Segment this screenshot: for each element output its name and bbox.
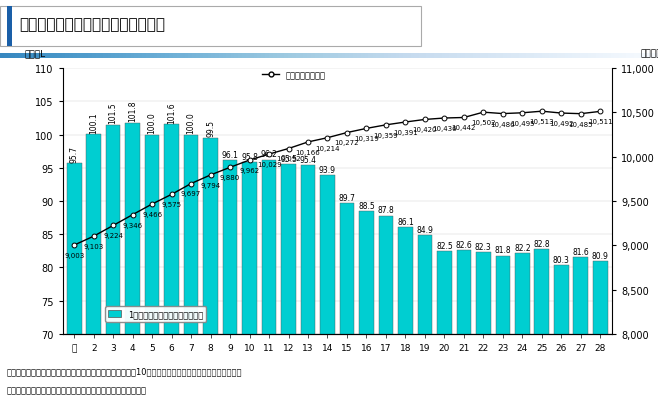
Bar (301, 166, 315, 405)
Text: 10,436: 10,436 (432, 126, 457, 132)
Text: 101.6: 101.6 (167, 102, 176, 123)
Bar (125, 123, 140, 405)
Text: 10,511: 10,511 (588, 119, 613, 125)
Text: 10,319: 10,319 (354, 136, 379, 142)
Bar (418, 235, 432, 405)
Text: 88.5: 88.5 (358, 201, 375, 210)
Text: 10,029: 10,029 (257, 162, 282, 168)
Text: 81.8: 81.8 (495, 245, 511, 255)
Bar (515, 253, 530, 405)
Text: 9,346: 9,346 (122, 222, 143, 228)
Bar (574, 257, 588, 405)
Text: 9,962: 9,962 (240, 168, 260, 174)
Text: 10,214: 10,214 (315, 145, 340, 151)
Text: 単位：L: 単位：L (24, 49, 45, 58)
Bar (534, 249, 549, 405)
Text: 10,486: 10,486 (490, 121, 515, 127)
Text: 80.3: 80.3 (553, 256, 570, 264)
Bar (554, 266, 569, 405)
Text: 9,575: 9,575 (162, 202, 182, 208)
Text: 10,492: 10,492 (549, 121, 574, 127)
Bar (476, 253, 491, 405)
Text: 101.8: 101.8 (128, 100, 137, 122)
Text: 10,272: 10,272 (335, 140, 359, 146)
Text: 10,442: 10,442 (451, 125, 476, 131)
Text: 単位：万人: 単位：万人 (640, 49, 658, 58)
Text: 87.8: 87.8 (378, 206, 394, 215)
Bar (106, 125, 120, 405)
Legend: 1人当たり酒類消費数量（左軸）: 1人当たり酒類消費数量（左軸） (105, 306, 206, 322)
Text: 成人一人当たり酒類消費数量の推移: 成人一人当たり酒類消費数量の推移 (20, 17, 166, 32)
Text: 10,502: 10,502 (471, 120, 495, 126)
Text: 10,359: 10,359 (374, 132, 398, 139)
Text: 84.9: 84.9 (417, 225, 434, 234)
Text: 注釈：１人当たり酒類消費数量（左軸）に沖縄分は含まない。: 注釈：１人当たり酒類消費数量（左軸）に沖縄分は含まない。 (7, 386, 147, 394)
Text: 96.1: 96.1 (222, 151, 238, 160)
Bar (223, 161, 238, 405)
Text: 10,391: 10,391 (393, 130, 418, 136)
Bar (495, 256, 510, 405)
Text: 100.1: 100.1 (89, 112, 98, 133)
Text: 95.7: 95.7 (70, 145, 79, 162)
Text: 資料：成人人口は、「国勢調査結果・人口推計年報（各年10月１日現在）」（総務省統計局）による。: 資料：成人人口は、「国勢調査結果・人口推計年報（各年10月１日現在）」（総務省統… (7, 367, 242, 375)
Text: 10,092: 10,092 (276, 156, 301, 162)
Bar (398, 227, 413, 405)
Text: 82.6: 82.6 (455, 240, 472, 249)
Text: 101.5: 101.5 (109, 102, 118, 124)
Text: 9,103: 9,103 (84, 243, 104, 249)
Text: 82.2: 82.2 (514, 243, 530, 252)
Text: 9,003: 9,003 (64, 252, 84, 258)
Text: 10,485: 10,485 (569, 122, 593, 127)
Bar (203, 139, 218, 405)
Text: 80.9: 80.9 (592, 252, 609, 260)
Bar (457, 251, 471, 405)
Bar (145, 135, 159, 405)
Text: 9,794: 9,794 (201, 182, 220, 188)
Bar (437, 251, 451, 405)
Text: 100.0: 100.0 (147, 112, 157, 134)
Text: 95.5: 95.5 (280, 155, 297, 164)
Text: 9,466: 9,466 (142, 211, 162, 217)
Bar (67, 164, 82, 405)
Bar (86, 134, 101, 405)
Bar (320, 176, 335, 405)
Text: 10,166: 10,166 (295, 149, 320, 156)
Text: 95.8: 95.8 (241, 153, 258, 162)
Text: 82.3: 82.3 (475, 242, 492, 251)
Text: 99.5: 99.5 (206, 120, 215, 137)
Text: 100.0: 100.0 (187, 112, 195, 134)
Bar (262, 160, 276, 405)
Text: 93.9: 93.9 (319, 165, 336, 174)
Bar (378, 216, 393, 405)
Bar (340, 203, 354, 405)
Text: 9,697: 9,697 (181, 191, 201, 197)
Text: 82.8: 82.8 (534, 239, 550, 248)
Bar (7, 7, 12, 47)
Bar (242, 163, 257, 405)
Text: 86.1: 86.1 (397, 217, 414, 226)
Text: 9,224: 9,224 (103, 233, 123, 239)
Bar (184, 135, 199, 405)
Text: 10,513: 10,513 (530, 119, 554, 125)
Bar (164, 125, 179, 405)
Bar (281, 165, 296, 405)
Text: 96.2: 96.2 (261, 150, 278, 159)
FancyBboxPatch shape (0, 6, 421, 47)
Text: 89.7: 89.7 (338, 193, 355, 202)
Text: 82.5: 82.5 (436, 241, 453, 250)
Bar (593, 262, 607, 405)
Text: 9,880: 9,880 (220, 175, 240, 181)
Text: 10,420: 10,420 (413, 127, 437, 133)
Bar (359, 211, 374, 405)
Text: 95.4: 95.4 (299, 156, 316, 164)
Text: 81.6: 81.6 (572, 247, 589, 256)
Text: 10,495: 10,495 (510, 120, 534, 126)
Legend: 成人人口（右軸）: 成人人口（右軸） (259, 68, 329, 83)
